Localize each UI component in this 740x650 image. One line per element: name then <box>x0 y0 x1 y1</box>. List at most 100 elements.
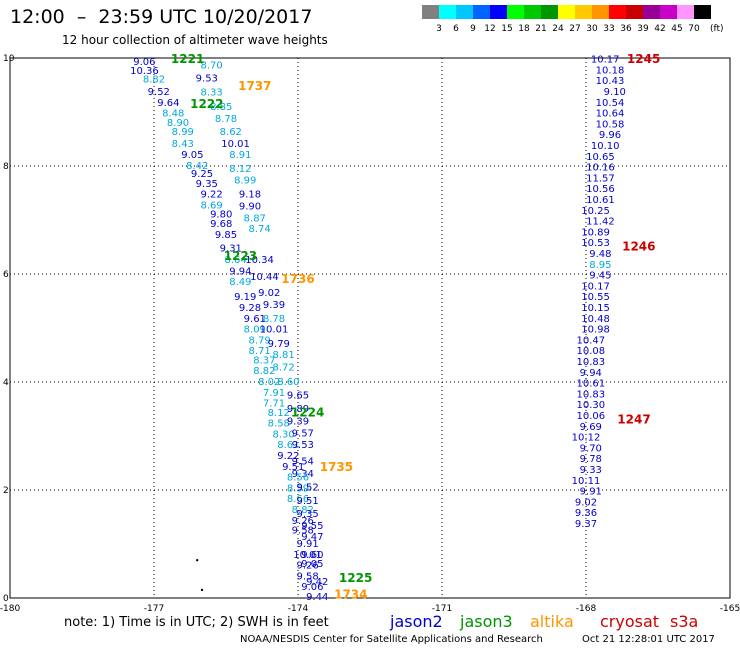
wave-height-value: 9.47 <box>301 532 323 543</box>
x-tick-label: -168 <box>576 604 597 612</box>
track-dot <box>200 588 204 592</box>
colorbar-swatch <box>643 5 660 19</box>
wave-height-value: 9.94 <box>580 368 602 379</box>
wave-height-value: 9.64 <box>157 98 179 109</box>
colorbar-swatch <box>456 5 473 19</box>
wave-height-value: 8.09 <box>244 325 266 336</box>
wave-height-value: 8.99 <box>234 176 256 187</box>
legend-entry-cryosat: cryosat <box>600 612 659 631</box>
colorbar-swatch <box>473 5 490 19</box>
y-tick-label: 8 <box>3 162 9 172</box>
wave-height-value: 9.90 <box>239 202 261 213</box>
wave-height-value: 9.53 <box>292 440 314 451</box>
colorbar-label: 24 <box>552 24 564 34</box>
wave-height-value: 9.57 <box>292 428 314 439</box>
colorbar-swatch <box>626 5 643 19</box>
colorbar-labels: 3 6 9 12 15 18 21 24 27 30 33 36 39 42 45 70 <box>436 24 700 34</box>
wave-height-value: 10.11 <box>572 476 601 487</box>
wave-height-value: 10.83 <box>576 357 605 368</box>
wave-height-value: 9.91 <box>580 487 602 498</box>
wave-height-value: 10.01 <box>221 139 250 150</box>
wave-height-value: 8.85 <box>210 102 232 113</box>
wave-height-value: 8.58 <box>268 419 290 430</box>
wave-height-value: 8.66 <box>287 494 309 505</box>
wave-height-value: 9.68 <box>210 219 232 230</box>
wave-height-value: 8.37 <box>253 355 275 366</box>
wave-height-value: 8.60 <box>277 377 299 388</box>
pass-number: 1247 <box>617 412 650 426</box>
wave-height-value: 8.71 <box>248 346 270 357</box>
colorbar-label: 33 <box>603 24 614 34</box>
x-tick-label: -180 <box>0 604 20 612</box>
wave-height-value: 8.56 <box>287 473 309 484</box>
wave-height-value: 8.72 <box>272 362 294 373</box>
wave-height-value: 10.08 <box>576 346 605 357</box>
wave-height-value: 9.44 <box>306 592 328 603</box>
colorbar-swatch <box>490 5 507 19</box>
wave-height-value: 9.55 <box>301 521 323 532</box>
wave-height-value: 10.01 <box>293 550 322 561</box>
colorbar-label: 21 <box>535 24 546 34</box>
colorbar-label: 30 <box>586 24 598 34</box>
chart-subtitle: 12 hour collection of altimeter wave hei… <box>62 33 328 47</box>
wave-height-value: 10.15 <box>581 303 610 314</box>
wave-height-value: 10.83 <box>576 389 605 400</box>
wave-height-value: 8.30 <box>272 429 294 440</box>
wave-height-value: 9.85 <box>215 230 237 241</box>
wave-height-value: 9.52 <box>148 87 170 98</box>
x-tick-label: -177 <box>144 604 164 612</box>
wave-height-value: 8.12 <box>229 164 251 175</box>
pass-number: 1737 <box>238 79 271 93</box>
wave-height-value: 9.61 <box>244 314 266 325</box>
wave-height-value: 8.79 <box>248 335 270 346</box>
wave-height-value: 9.54 <box>292 456 314 467</box>
wave-height-value: 9.52 <box>296 482 318 493</box>
colorbar-label: 39 <box>637 24 649 34</box>
wave-height-value: 9.78 <box>580 454 602 465</box>
wave-height-value: 9.02 <box>575 497 597 508</box>
wave-height-value: 10.65 <box>586 152 615 163</box>
wave-height-value: 9.05 <box>301 559 323 570</box>
chart-title: 12:00 – 23:59 UTC 10/20/2017 <box>10 6 313 28</box>
wave-height-value: 10.18 <box>596 65 625 76</box>
colorbar-swatch <box>660 5 677 19</box>
wave-height-value: 9.35 <box>196 179 218 190</box>
pass-number: 1225 <box>339 571 372 585</box>
colorbar-swatch <box>524 5 541 19</box>
pass-number: 1734 <box>334 587 367 601</box>
wave-height-value: 9.70 <box>580 443 602 454</box>
wave-height-value: 8.78 <box>263 314 285 325</box>
colorbar-swatch <box>422 5 439 19</box>
wave-height-value: 9.45 <box>589 271 611 282</box>
colorbar-label: 27 <box>569 24 580 34</box>
wave-height-value: 10.16 <box>586 163 615 174</box>
wave-height-value: 8.82 <box>253 366 275 377</box>
wave-height-value: 9.19 <box>234 292 256 303</box>
wave-height-value: 8.78 <box>215 114 237 125</box>
wave-height-value: 9.34 <box>292 469 314 480</box>
wave-height-value: 9.22 <box>200 190 222 201</box>
wave-height-value: 9.35 <box>296 509 318 520</box>
wave-height-value: 10.12 <box>572 433 601 444</box>
wave-height-value: 9.65 <box>287 391 309 402</box>
pass-number: 1735 <box>320 460 353 474</box>
pass-number: 1224 <box>291 405 324 419</box>
wave-height-value: 9.10 <box>604 87 626 98</box>
wave-height-value: 8.61 <box>277 440 299 451</box>
wave-height-value: 10.89 <box>581 227 610 238</box>
note-text: note: 1) Time is in UTC; 2) SWH is in fe… <box>64 615 329 630</box>
track-dots <box>196 559 204 592</box>
wave-height-value: 10.36 <box>130 66 159 77</box>
timestamp-text: Oct 21 12:28:01 UTC 2017 <box>582 634 715 645</box>
y-tick-labels: 0 2 4 6 8 10 <box>3 54 15 604</box>
wave-height-value: 8.12 <box>268 408 290 419</box>
wave-height-value: 10.48 <box>581 314 610 325</box>
wave-height-value: 10.43 <box>596 76 625 87</box>
pass-number: 1221 <box>171 52 204 66</box>
legend-entry-jason3: jason3 <box>459 612 513 631</box>
legend-entry-s3a: s3a <box>670 612 698 631</box>
wave-height-value: 9.39 <box>263 300 285 311</box>
wave-height-value: 8.43 <box>172 139 194 150</box>
credit-text: NOAA/NESDIS Center for Satellite Applica… <box>240 634 543 645</box>
